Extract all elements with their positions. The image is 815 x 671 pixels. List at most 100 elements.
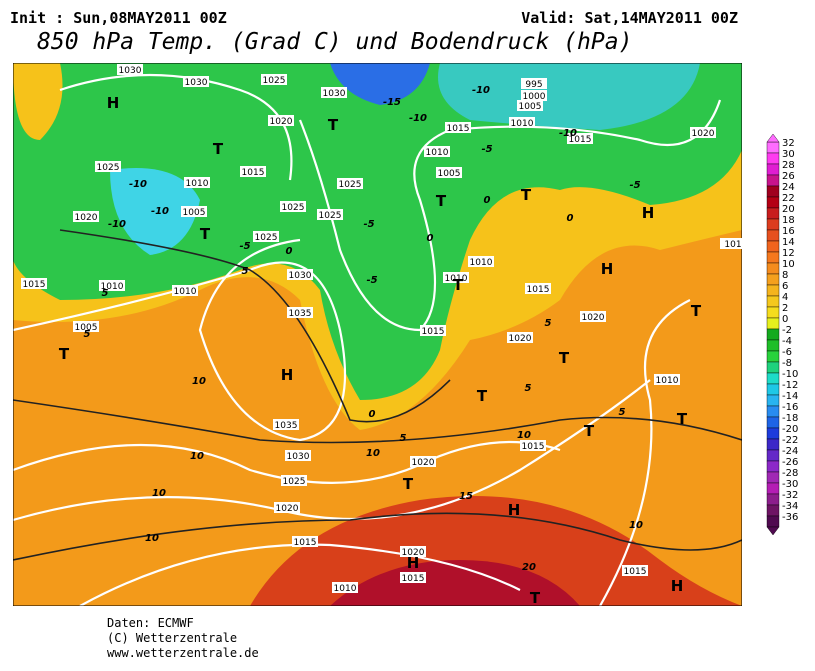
isobar-label-box <box>285 450 311 461</box>
pressure-center: T <box>691 302 702 320</box>
legend-label: -12 <box>782 380 798 391</box>
footer-line: www.wetterzentrale.de <box>107 646 259 660</box>
isotherm-label: -10 <box>472 85 490 96</box>
legend-label: -8 <box>782 358 792 369</box>
legend-label: -16 <box>782 402 798 413</box>
isotherm-label: 10 <box>366 448 380 459</box>
cyan-field <box>438 63 700 130</box>
legend-label: -18 <box>782 413 798 424</box>
isobar-label: 1020 <box>276 504 299 514</box>
legend-swatch <box>766 427 780 440</box>
pressure-center: H <box>508 501 521 519</box>
pressure-center: T <box>677 410 688 428</box>
isobar-label-box <box>281 475 307 486</box>
isotherm-label: 0 <box>427 233 434 244</box>
pressure-center: T <box>213 140 224 158</box>
isobar-label: 1010 <box>445 274 468 284</box>
isotherm-label: 10 <box>190 451 204 462</box>
isobar-label-box <box>287 307 313 318</box>
isobar-label-box <box>436 167 462 178</box>
isotherm-label: 0 <box>369 409 376 420</box>
isobar-label-box <box>292 536 318 547</box>
legend-swatch <box>766 515 780 528</box>
legend-swatch <box>766 174 780 187</box>
isobar-label-box <box>517 100 543 111</box>
isobar-label-box <box>274 502 300 513</box>
pressure-center: H <box>107 94 120 112</box>
legend-label: 6 <box>782 281 788 292</box>
isobar-label: 1015 <box>242 168 265 178</box>
footer-line: Daten: ECMWF <box>107 616 194 630</box>
isobar-label: 1010 <box>656 376 679 386</box>
isobar-label-box <box>654 374 680 385</box>
isobar-label: 1020 <box>402 548 425 558</box>
legend-label: 8 <box>782 270 788 281</box>
pressure-center: T <box>328 116 339 134</box>
pressure-center: H <box>642 204 655 222</box>
legend-label: 0 <box>782 314 788 325</box>
legend-label: 30 <box>782 149 795 160</box>
legend-label: -32 <box>782 490 798 501</box>
isobar-label: 1015 <box>422 327 445 337</box>
isobar-label: 1015 <box>522 442 545 452</box>
isobar-label-box <box>21 278 47 289</box>
isotherm-label: 5 <box>102 288 109 299</box>
cyan-field <box>110 168 200 255</box>
legend-label: 2 <box>782 303 788 314</box>
isobar-label-box <box>321 87 347 98</box>
legend-label: -36 <box>782 512 798 523</box>
isobar-label-box <box>507 332 533 343</box>
isobar-label: 1015 <box>527 285 550 295</box>
legend-swatch <box>766 372 780 385</box>
isobar-label-box <box>443 272 469 283</box>
isobar-label: 101 <box>724 240 741 250</box>
isobar-label: 1025 <box>97 163 120 173</box>
isobar-label-box <box>410 456 436 467</box>
legend-swatch <box>766 207 780 220</box>
isotherm-label: 5 <box>545 318 552 329</box>
isobar-label-box <box>445 122 471 133</box>
isobar-label: 1020 <box>509 334 532 344</box>
isobar-label-box <box>73 211 99 222</box>
legend-swatch <box>766 482 780 495</box>
isotherm-label: 20 <box>522 562 536 573</box>
legend-swatch <box>766 350 780 363</box>
pressure-center: H <box>671 577 684 595</box>
isobar-label: 1010 <box>174 287 197 297</box>
isobar-label-box <box>521 78 547 89</box>
legend-label: -34 <box>782 501 798 512</box>
isobar-label: 1000 <box>523 92 546 102</box>
isobar-label: 1010 <box>511 119 534 129</box>
isobar-label: 1020 <box>582 313 605 323</box>
legend-label: -14 <box>782 391 798 402</box>
legend-label: -10 <box>782 369 798 380</box>
legend-label: -20 <box>782 424 798 435</box>
isobar-label-box <box>720 238 746 249</box>
legend-swatch <box>766 438 780 451</box>
isobar-label-box <box>181 206 207 217</box>
isobar-label: 1030 <box>287 452 310 462</box>
isobar-label: 1035 <box>275 421 298 431</box>
isobar-label: 1025 <box>255 233 278 243</box>
legend-swatch <box>766 251 780 264</box>
isotherm-label: 10 <box>517 430 531 441</box>
isobar-label: 1025 <box>319 211 342 221</box>
pressure-center: T <box>453 276 464 294</box>
isotherm-label: 10 <box>192 376 206 387</box>
legend-swatch <box>766 493 780 506</box>
isobar-label: 1025 <box>339 180 362 190</box>
legend-label: -28 <box>782 468 798 479</box>
isobar-label: 1015 <box>624 567 647 577</box>
isobar-label-box <box>525 283 551 294</box>
isobar-label-box <box>509 117 535 128</box>
isobar-label-box <box>184 177 210 188</box>
legend-swatch <box>766 460 780 473</box>
isobar-label: 1030 <box>185 78 208 88</box>
pressure-center: H <box>601 260 614 278</box>
isotherm-label: 10 <box>145 533 159 544</box>
legend-swatch <box>766 229 780 242</box>
legend-swatch <box>766 218 780 231</box>
yellow-field <box>13 63 63 140</box>
green-field <box>13 63 742 400</box>
map-title: 850 hPa Temp. (Grad C) und Bodendruck (h… <box>37 29 632 55</box>
